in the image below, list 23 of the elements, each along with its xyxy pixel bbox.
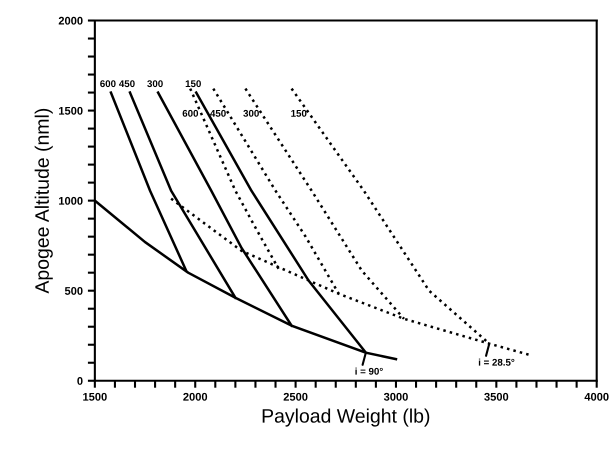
x-tick-label: 4000 <box>584 392 609 401</box>
y-tick-label: 0 <box>77 377 83 385</box>
annotation: 450 <box>119 80 135 88</box>
annotation: 300 <box>147 80 163 88</box>
y-axis-title: Apogee Altitude (nml) <box>34 108 53 294</box>
x-tick-label: 1500 <box>83 392 107 401</box>
x-tick-label: 2500 <box>284 392 308 401</box>
x-tick-label: 2000 <box>183 392 208 401</box>
y-tick-label: 1500 <box>59 106 83 115</box>
annotation: i = 28.5° <box>478 358 514 366</box>
x-axis-title: Payload Weight (lb) <box>262 408 430 427</box>
annotation: i = 90° <box>355 368 383 375</box>
annotation: 600 <box>182 110 198 117</box>
annotation: 150 <box>291 110 306 117</box>
y-tick-label: 500 <box>64 286 83 295</box>
annotation: 300 <box>243 110 259 117</box>
annotation: 600 <box>100 80 116 88</box>
annotation: 450 <box>210 110 226 117</box>
y-tick-label: 1000 <box>59 196 83 205</box>
annotation: 150 <box>186 80 201 88</box>
x-tick-label: 3000 <box>384 392 408 401</box>
y-tick-label: 2000 <box>58 16 83 25</box>
x-tick-label: 3500 <box>484 392 508 401</box>
